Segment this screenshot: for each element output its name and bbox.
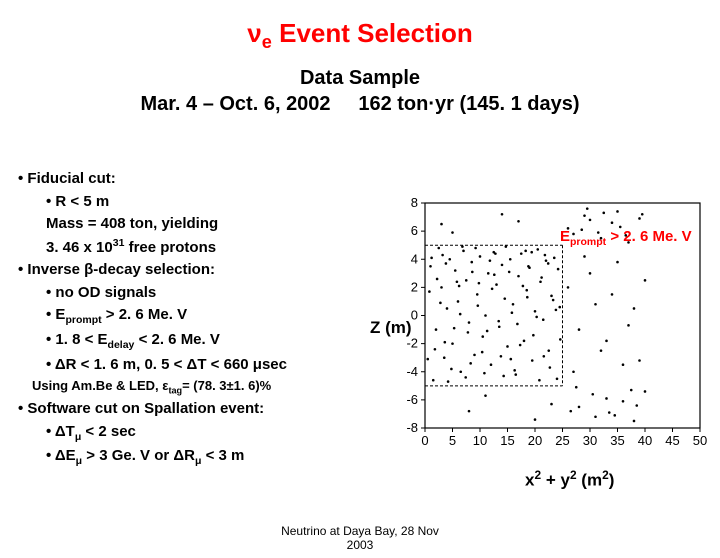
svg-text:25: 25 xyxy=(555,433,569,448)
scatter-chart: 0 5 10 15 20 25 30 35 40 45 50 -8 -6 -4 -2 0 2 4 6 8 xyxy=(370,193,710,463)
bullet-dr: ΔR < 1. 6 m, 0. 5 < ΔT < 660 μsec xyxy=(46,354,398,377)
title-prefix: ν xyxy=(247,18,261,48)
bullet-demu: ΔEμ > 3 Ge. V or ΔRμ < 3 m xyxy=(46,445,398,470)
svg-text:40: 40 xyxy=(638,433,652,448)
svg-text:-2: -2 xyxy=(406,336,418,351)
svg-text:2: 2 xyxy=(411,279,418,294)
bullet-edelay: 1. 8 < Edelay < 2. 6 Me. V xyxy=(46,329,398,354)
svg-text:15: 15 xyxy=(500,433,514,448)
svg-text:4: 4 xyxy=(411,251,418,266)
svg-text:-4: -4 xyxy=(406,364,418,379)
svg-text:8: 8 xyxy=(411,195,418,210)
bullet-list: Fiducial cut: R < 5 m Mass = 408 ton, yi… xyxy=(18,168,398,470)
svg-text:-6: -6 xyxy=(406,392,418,407)
svg-text:0: 0 xyxy=(421,433,428,448)
svg-text:35: 35 xyxy=(610,433,624,448)
svg-text:45: 45 xyxy=(665,433,679,448)
footer-line1: Neutrino at Daya Bay, 28 Nov xyxy=(0,524,720,538)
subtitle-line1: Data Sample xyxy=(0,65,720,91)
title-rest: Event Selection xyxy=(272,18,473,48)
footer: Neutrino at Daya Bay, 28 Nov 2003 xyxy=(0,524,720,552)
bullet-fiducial: Fiducial cut: xyxy=(18,168,398,191)
svg-text:5: 5 xyxy=(449,433,456,448)
bullet-od: no OD signals xyxy=(46,282,398,305)
bullet-mass: Mass = 408 ton, yielding xyxy=(46,213,398,236)
bullet-software: Software cut on Spallation event: xyxy=(18,398,398,421)
page-title: νe Event Selection xyxy=(0,18,720,53)
bullet-inverse: Inverse β-decay selection: xyxy=(18,259,398,282)
svg-text:0: 0 xyxy=(411,308,418,323)
svg-text:6: 6 xyxy=(411,223,418,238)
bullet-protons: 3. 46 x 1031 free protons xyxy=(46,236,398,260)
svg-text:-8: -8 xyxy=(406,420,418,435)
svg-text:20: 20 xyxy=(528,433,542,448)
subtitle-line2: Mar. 4 – Oct. 6, 2002 162 ton·yr (145. 1… xyxy=(0,91,720,117)
svg-text:10: 10 xyxy=(473,433,487,448)
chart-xlabel: x2 + y2 (m2) xyxy=(525,468,614,491)
footer-line2: 2003 xyxy=(0,538,720,552)
bullet-eprompt: Eprompt > 2. 6 Me. V xyxy=(46,304,398,329)
svg-text:30: 30 xyxy=(583,433,597,448)
subtitle: Data Sample Mar. 4 – Oct. 6, 2002 162 to… xyxy=(0,65,720,117)
title-sub: e xyxy=(262,32,272,52)
bullet-r: R < 5 m xyxy=(46,191,398,214)
svg-text:50: 50 xyxy=(693,433,707,448)
bullet-dtmu: ΔTμ < 2 sec xyxy=(46,421,398,446)
bullet-using: Using Am.Be & LED, εtag= (78. 3±1. 6)% xyxy=(32,376,398,398)
